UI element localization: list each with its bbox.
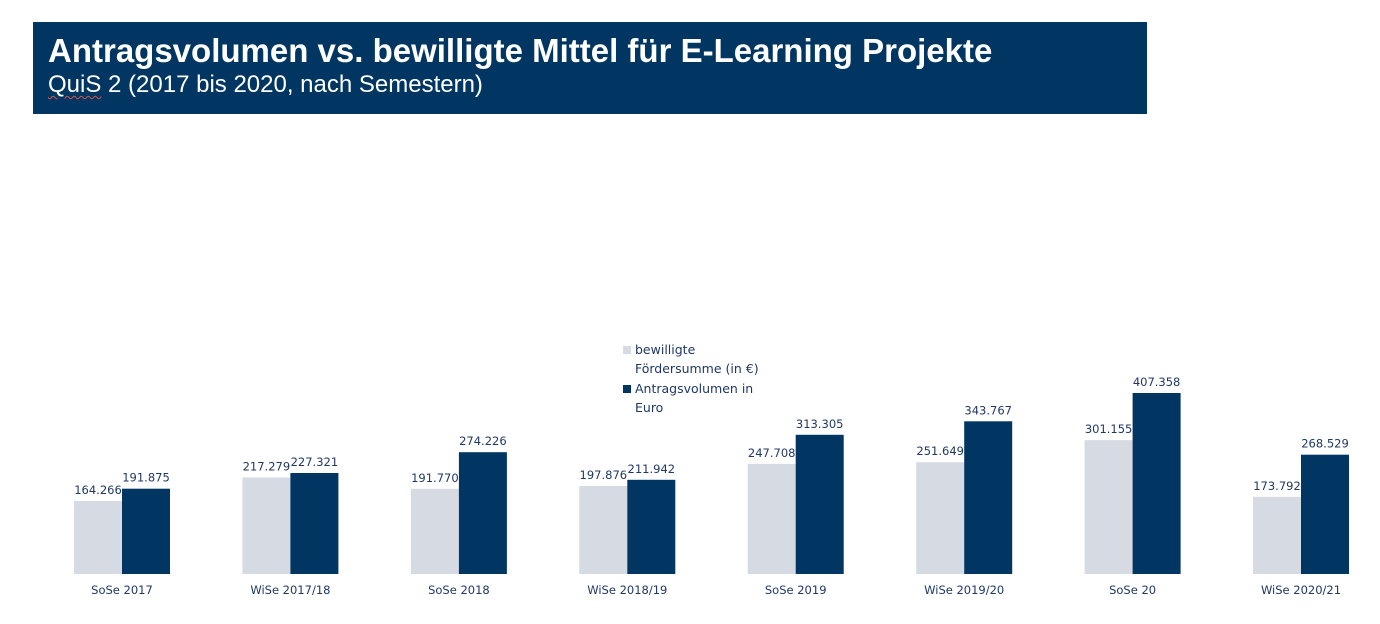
value-label-antrag-5: 343.767: [964, 403, 1012, 417]
bar-bewilligt-6: [1084, 440, 1133, 574]
category-label-7: WiSe 2020/21: [1261, 583, 1341, 597]
value-label-bewilligt-4: 247.708: [748, 446, 796, 460]
bar-antrag-5: [964, 421, 1013, 574]
bar-bewilligt-1: [242, 477, 291, 574]
title-banner: Antragsvolumen vs. bewilligte Mittel für…: [33, 22, 1147, 114]
category-label-3: WiSe 2018/19: [587, 583, 667, 597]
chart-legend: bewilligte Fördersumme (in €) Antragsvolum…: [623, 342, 759, 415]
legend-label-bewilligt-line-1: Fördersumme (in €): [635, 361, 759, 376]
legend-swatch-bewilligt: [623, 346, 631, 354]
category-label-1: WiSe 2017/18: [250, 583, 330, 597]
bar-bewilligt-5: [916, 462, 965, 574]
bar-bewilligt-2: [410, 488, 459, 574]
value-label-antrag-0: 191.875: [122, 471, 170, 485]
category-label-5: WiSe 2019/20: [924, 583, 1004, 597]
bar-bewilligt-0: [74, 501, 122, 574]
value-label-antrag-7: 268.529: [1301, 437, 1349, 451]
category-label-2: SoSe 2018: [428, 583, 490, 597]
category-label-4: SoSe 2019: [765, 583, 827, 597]
value-label-antrag-4: 313.305: [796, 417, 844, 431]
bar-antrag-3: [627, 479, 676, 574]
value-label-antrag-3: 211.942: [628, 462, 676, 476]
page-title: Antragsvolumen vs. bewilligte Mittel für…: [48, 32, 993, 69]
legend-label-antrag-line-1: Euro: [635, 400, 663, 415]
bar-antrag-2: [458, 452, 507, 574]
category-label-0: SoSe 2017: [91, 583, 153, 597]
subtitle-rest: 2 (2017 bis 2020, nach Semestern): [101, 71, 483, 98]
page-subtitle: QuiS 2 (2017 bis 2020, nach Semestern): [48, 70, 1147, 100]
value-label-bewilligt-5: 251.649: [916, 444, 964, 458]
legend-swatch-antrag: [623, 385, 631, 393]
value-label-antrag-1: 227.321: [291, 455, 339, 469]
value-label-antrag-2: 274.226: [459, 434, 507, 448]
value-label-bewilligt-0: 164.266: [74, 483, 122, 497]
bar-antrag-6: [1132, 393, 1181, 574]
bar-antrag-1: [290, 473, 339, 574]
subtitle-underlined-word: QuiS: [48, 71, 102, 98]
value-label-antrag-6: 407.358: [1133, 375, 1181, 389]
bar-antrag-0: [122, 488, 170, 574]
value-label-bewilligt-6: 301.155: [1085, 422, 1133, 436]
category-label-6: SoSe 20: [1109, 583, 1156, 597]
bar-bewilligt-4: [747, 463, 796, 574]
value-label-bewilligt-2: 191.770: [411, 471, 459, 485]
bar-bewilligt-7: [1253, 496, 1301, 574]
legend-label-bewilligt-line-0: bewilligte: [635, 342, 696, 357]
legend-label-antrag-line-0: Antragsvolumen in: [635, 381, 753, 396]
category-labels-group: SoSe 2017 WiSe 2017/18 SoSe 2018 WiSe 2018/…: [91, 583, 1341, 597]
bar-antrag-4: [795, 434, 844, 574]
value-label-bewilligt-3: 197.876: [580, 468, 628, 482]
value-label-bewilligt-1: 217.279: [243, 460, 291, 474]
bar-antrag-7: [1301, 454, 1349, 574]
bars-group: [74, 393, 1349, 574]
bar-bewilligt-3: [579, 486, 628, 574]
value-label-bewilligt-7: 173.792: [1253, 479, 1301, 493]
